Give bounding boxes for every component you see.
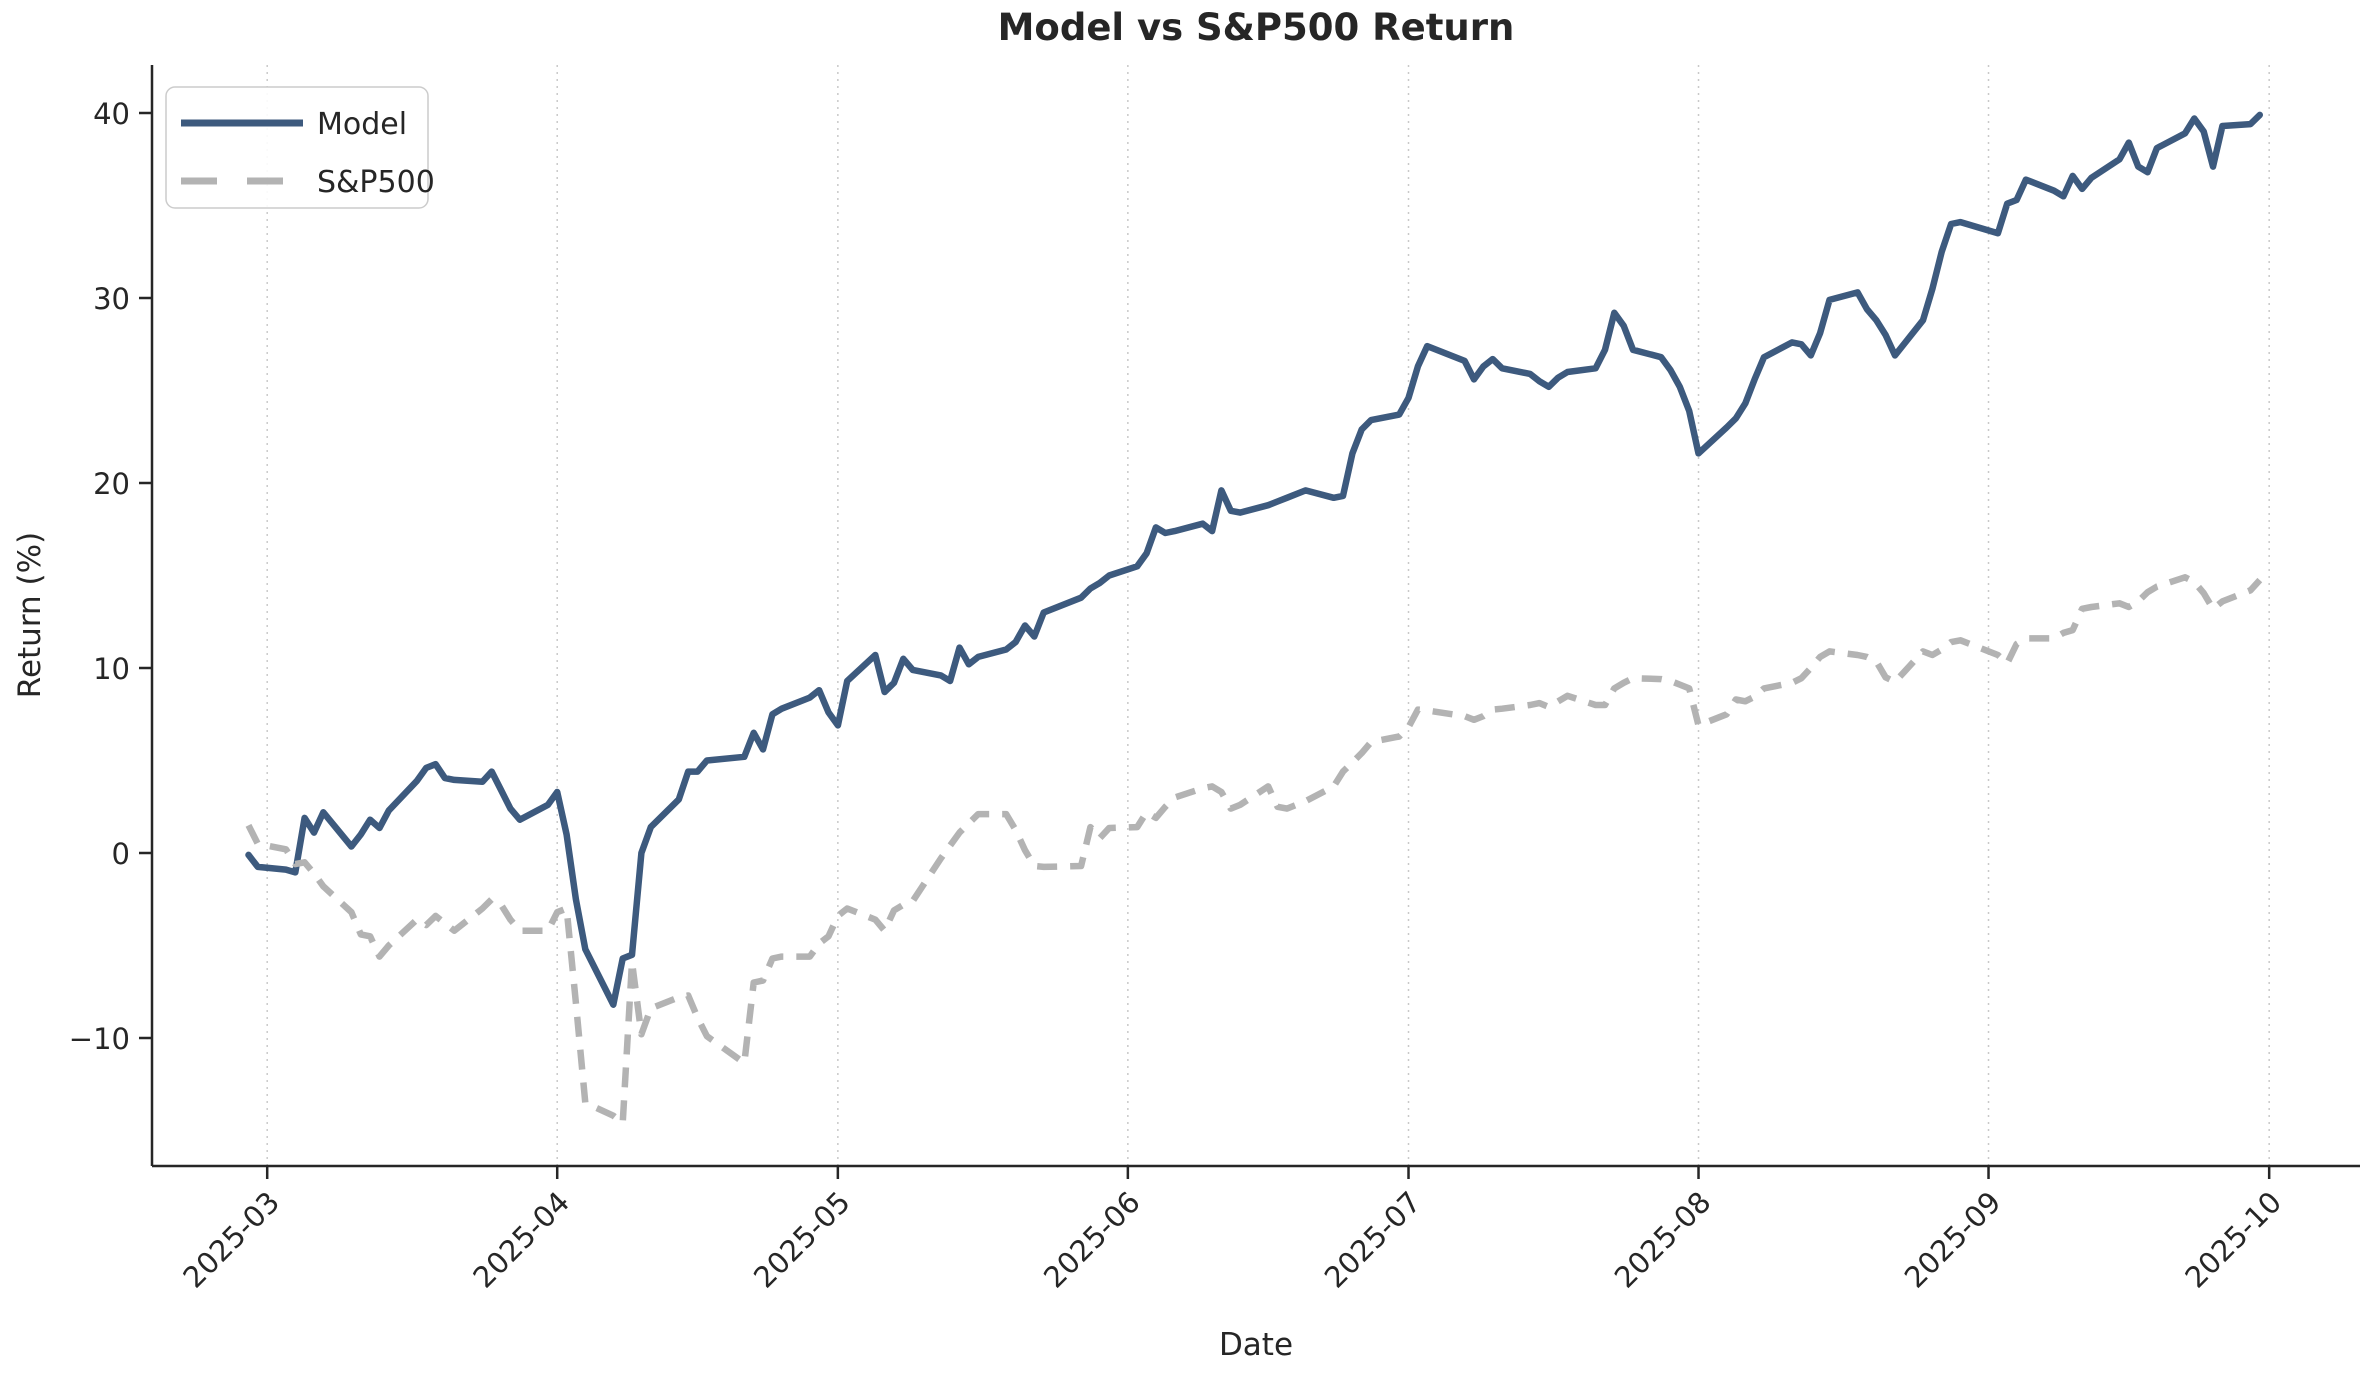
legend: Model S&P500: [165, 86, 435, 209]
legend-sp500-label: S&P500: [317, 165, 435, 200]
x-tick-label: 2025-03: [176, 1185, 286, 1295]
y-tick-label: 0: [112, 837, 130, 871]
gridlines: [266, 65, 2270, 1166]
x-axis-label: Date: [1219, 1327, 1293, 1363]
y-tick-label: 20: [93, 467, 130, 501]
x-tick-label: 2025-08: [1608, 1185, 1718, 1295]
model-line: [245, 111, 2264, 1008]
y-tick-label: 30: [93, 282, 130, 316]
x-tick-label: 2025-05: [747, 1185, 857, 1295]
legend-box: [165, 86, 429, 209]
x-tick-label: 2025-06: [1037, 1185, 1147, 1295]
axes: [150, 65, 2360, 1168]
y-tick-label: −10: [69, 1022, 130, 1056]
x-tick-label: 2025-10: [2178, 1185, 2288, 1295]
x-tick-label: 2025-04: [466, 1185, 576, 1295]
x-tick-label: 2025-09: [1898, 1185, 2008, 1295]
sp500-line: [245, 574, 2263, 1127]
y-tick-label: 10: [93, 652, 130, 686]
chart-title: Model vs S&P500 Return: [998, 6, 1515, 49]
x-tick-label: 2025-07: [1318, 1185, 1428, 1295]
legend-model-label: Model: [317, 107, 407, 142]
y-tick-label: 40: [93, 97, 130, 131]
y-axis-label: Return (%): [12, 532, 48, 698]
series: [245, 111, 2264, 1127]
ticks: 2025-03 2025-04 2025-05 2025-06 2025-07 2025-…: [69, 97, 2288, 1295]
